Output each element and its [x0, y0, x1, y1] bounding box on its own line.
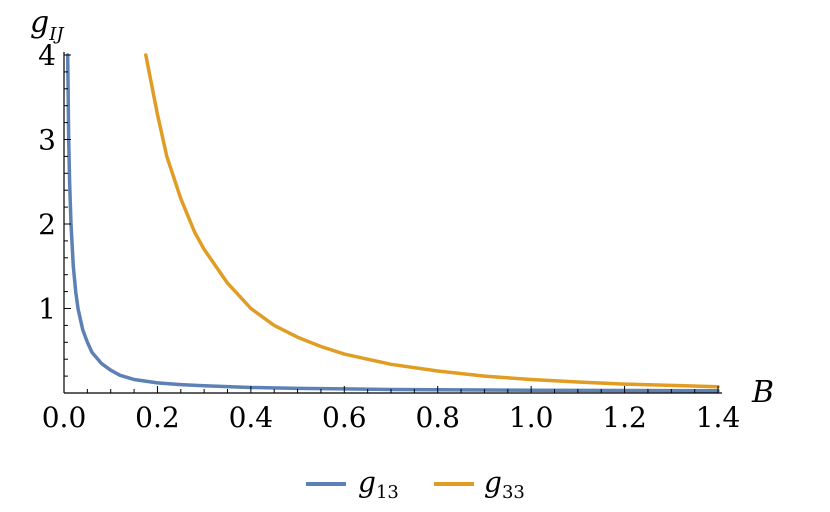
x-tick-label: 0.6 [322, 401, 367, 434]
y-axis-title: gIJ [30, 5, 65, 45]
x-tick-label: 0.0 [42, 401, 87, 434]
x-tick-label: 1.0 [509, 401, 554, 434]
legend-label-g13-base: g [358, 466, 376, 499]
legend-label-g33-base: g [484, 466, 502, 499]
y-tick-label: 3 [38, 124, 56, 157]
legend-label-g33-sub: 33 [502, 482, 525, 503]
x-tick-label: 0.2 [135, 401, 180, 434]
x-tick-label: 1.4 [696, 401, 741, 434]
legend-label-g13-sub: 13 [376, 482, 399, 503]
legend-label-g13: g13 [358, 466, 399, 503]
x-tick-label: 0.4 [229, 401, 274, 434]
series-line-g13 [65, 53, 720, 393]
series-line-g33 [144, 53, 720, 389]
x-tick-label: 0.8 [415, 401, 460, 434]
y-tick-label: 1 [38, 293, 56, 326]
series-layer [65, 53, 720, 393]
y-tick-label: 2 [38, 208, 56, 241]
legend: g13 g33 [306, 466, 525, 503]
x-axis-title: B [751, 375, 774, 410]
legend-label-g33: g33 [484, 466, 525, 503]
y-tick-label: 4 [38, 39, 56, 72]
x-tick-label: 1.2 [602, 401, 647, 434]
plot-area: 0.0 0.2 0.4 0.6 0.8 1.0 1.2 1.4 1 2 3 4 [38, 39, 740, 434]
axes-layer: 0.0 0.2 0.4 0.6 0.8 1.0 1.2 1.4 1 2 3 4 [38, 39, 740, 434]
y-axis-title-sub: IJ [48, 24, 65, 45]
y-axis-title-base: g [30, 5, 49, 40]
